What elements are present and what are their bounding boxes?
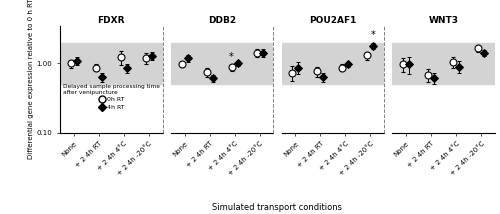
Y-axis label: Differential gene expression relative to 0 h RT: Differential gene expression relative to… (28, 0, 34, 159)
Title: DDB2: DDB2 (208, 16, 236, 25)
Text: *: * (229, 52, 234, 62)
Text: *: * (371, 30, 376, 40)
Text: Simulated transport conditions: Simulated transport conditions (212, 203, 342, 212)
Legend: 0h RT, 4h RT: 0h RT, 4h RT (63, 85, 160, 110)
Title: WNT3: WNT3 (428, 16, 458, 25)
Bar (282, 43, 384, 84)
Title: FDXR: FDXR (98, 16, 125, 25)
Bar (60, 43, 162, 84)
Bar (392, 43, 495, 84)
Bar (171, 43, 274, 84)
Title: POU2AF1: POU2AF1 (309, 16, 356, 25)
